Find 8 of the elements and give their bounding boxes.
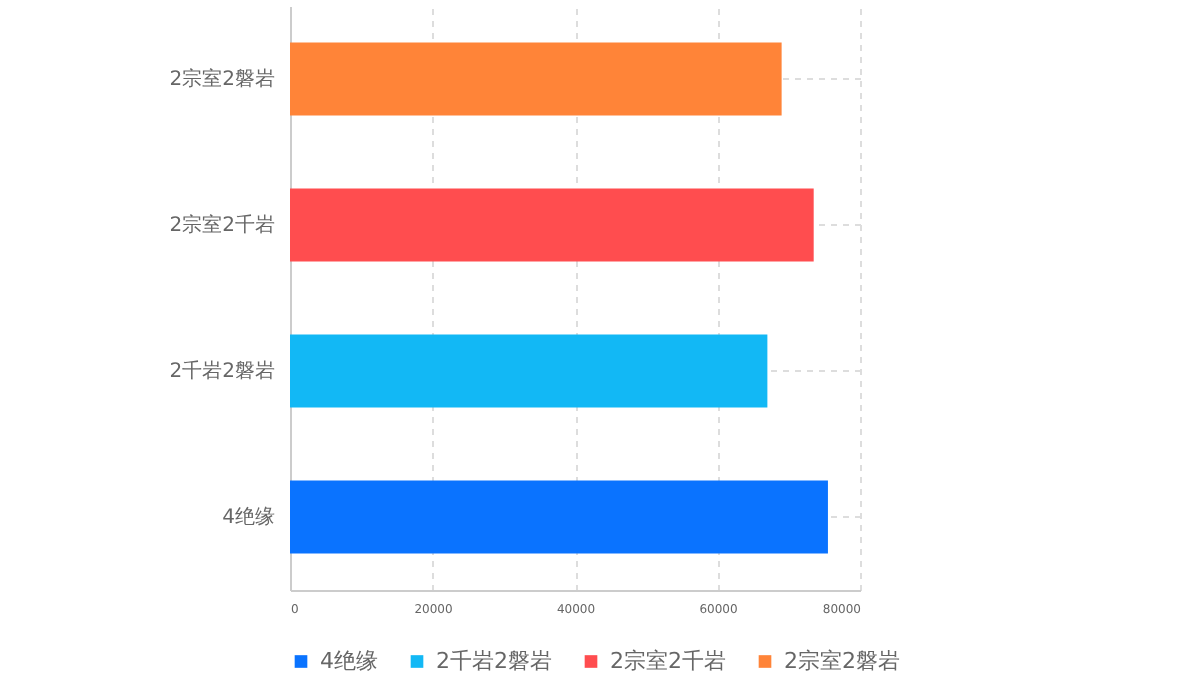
legend-label: 2宗室2磐岩	[784, 647, 900, 674]
legend-label: 4绝缘	[320, 647, 378, 674]
y-tick-label: 2宗室2千岩	[169, 213, 275, 237]
legend-label: 2宗室2千岩	[610, 647, 726, 674]
y-tick-label: 2宗室2磐岩	[169, 67, 275, 91]
y-tick-label: 4绝缘	[222, 505, 275, 529]
legend-label: 2千岩2磐岩	[436, 647, 552, 674]
y-tick-label: 2千岩2磐岩	[169, 359, 275, 383]
